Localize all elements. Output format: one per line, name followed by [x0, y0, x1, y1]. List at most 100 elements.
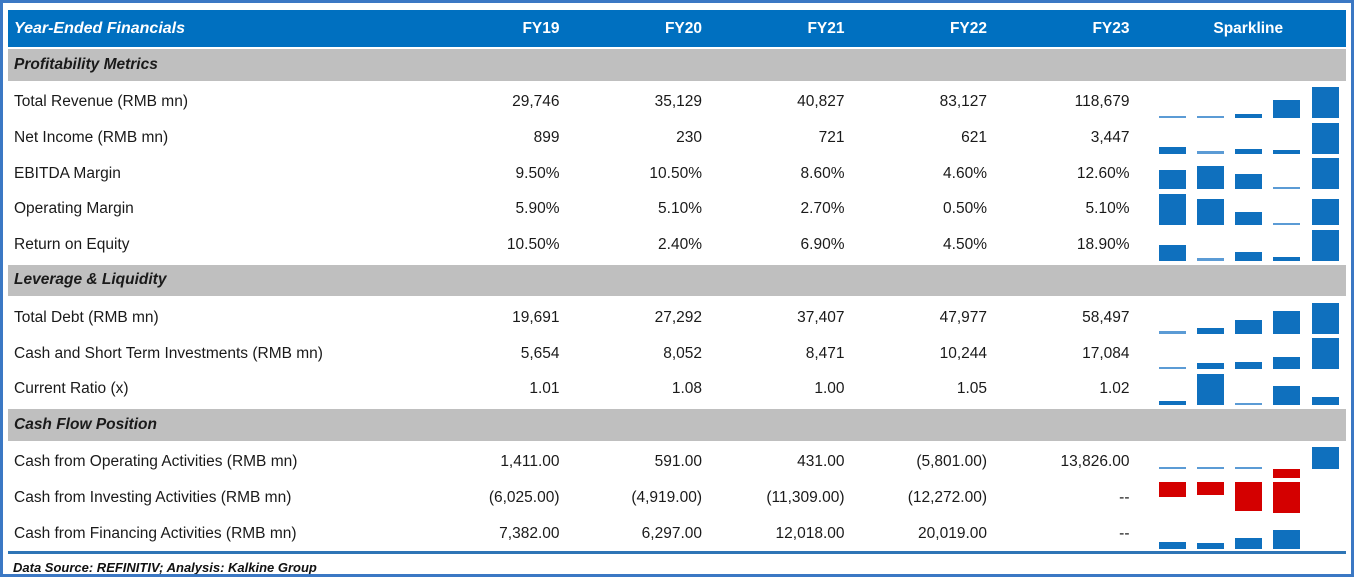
sparkline-cell	[1133, 120, 1347, 156]
cell-value: 899	[533, 128, 560, 146]
sparkline-slot	[1235, 516, 1262, 552]
section-header-0: Profitability Metrics	[8, 49, 1346, 81]
sparkline-bar	[1311, 447, 1339, 469]
row-label: Net Income (RMB mn)	[14, 128, 169, 146]
cell-value: 1.01	[529, 380, 560, 398]
sparkline-cell	[1133, 445, 1347, 481]
sparkline-slot	[1158, 445, 1186, 481]
cell-value: 47,977	[939, 308, 987, 326]
sparkline-bar	[1196, 166, 1224, 190]
cell-value: 5,654	[520, 344, 560, 362]
cell-value: 35,129	[654, 93, 702, 111]
cell-value: 1.00	[814, 380, 845, 398]
sparkline-slot	[1273, 336, 1301, 372]
cell-value: 10.50%	[506, 235, 560, 253]
sparkline-cell	[1133, 156, 1347, 192]
sparkline-slot	[1158, 156, 1186, 192]
sparkline-slot	[1196, 227, 1224, 263]
cell-value: 5.10%	[658, 200, 702, 218]
column-header-fy21: FY21	[807, 19, 845, 37]
table-title: Year-Ended Financials	[14, 19, 186, 37]
sparkline	[1158, 120, 1339, 156]
sparkline-cell	[1133, 336, 1347, 372]
sparkline-slot	[1235, 371, 1262, 407]
table-row: Cash from Operating Activities (RMB mn) 1…	[8, 445, 1346, 481]
sparkline-bar	[1158, 482, 1186, 498]
sparkline-slot	[1158, 480, 1186, 516]
sparkline-bar	[1158, 367, 1186, 370]
sparkline-slot	[1158, 336, 1186, 372]
cell-value: 12.60%	[1076, 164, 1130, 182]
sparkline-slot	[1196, 480, 1224, 516]
sparkline-slot	[1235, 120, 1262, 156]
section-row: Profitability Metrics	[8, 49, 1346, 85]
sparkline	[1158, 336, 1339, 372]
cell-value: --	[1119, 524, 1130, 542]
row-label: Cash from Operating Activities (RMB mn)	[14, 453, 298, 471]
cell-value: 58,497	[1082, 308, 1130, 326]
section-row: Cash Flow Position	[8, 408, 1346, 445]
cell-value: 591.00	[654, 453, 702, 471]
sparkline-cell	[1133, 300, 1347, 336]
sparkline-bar	[1158, 170, 1186, 190]
sparkline-slot	[1311, 227, 1339, 263]
sparkline-slot	[1273, 85, 1301, 121]
sparkline-slot	[1158, 227, 1186, 263]
sparkline-slot	[1273, 191, 1301, 227]
sparkline	[1158, 480, 1339, 516]
column-header-fy23: FY23	[1092, 19, 1130, 37]
sparkline-cell	[1133, 191, 1347, 227]
table-header-row: Year-Ended Financials FY19 FY20 FY21 FY2…	[8, 10, 1346, 47]
sparkline-bar	[1235, 212, 1262, 225]
sparkline-slot	[1273, 120, 1301, 156]
cell-value: 8,052	[663, 344, 702, 362]
cell-value: 6,297.00	[641, 524, 702, 542]
sparkline-bar	[1158, 466, 1186, 469]
sparkline-slot	[1196, 516, 1224, 552]
sparkline-bar	[1273, 256, 1301, 261]
cell-value: 721	[818, 128, 845, 146]
column-header-fy20: FY20	[664, 19, 702, 37]
sparkline	[1158, 227, 1339, 263]
sparkline-bar	[1273, 311, 1301, 334]
row-label: Return on Equity	[14, 235, 130, 253]
cell-value: 20,019.00	[918, 524, 987, 542]
table-row: Cash from Financing Activities (RMB mn) 7…	[8, 516, 1346, 552]
cell-value: 17,084	[1082, 344, 1130, 362]
sparkline-slot	[1196, 85, 1224, 121]
cell-value: 40,827	[797, 93, 845, 111]
sparkline-slot	[1158, 120, 1186, 156]
column-header-fy19: FY19	[522, 19, 560, 37]
sparkline-bar	[1235, 537, 1262, 550]
sparkline-bar	[1196, 327, 1224, 334]
sparkline-bar	[1196, 151, 1224, 154]
sparkline-bar	[1158, 193, 1186, 225]
sparkline-bar	[1196, 198, 1224, 225]
sparkline-slot	[1273, 227, 1301, 263]
cell-value: --	[1119, 488, 1130, 506]
sparkline-slot	[1311, 371, 1339, 407]
cell-value: 1.05	[956, 380, 987, 398]
row-label: Total Revenue (RMB mn)	[14, 93, 189, 111]
cell-value: 8,471	[805, 344, 845, 362]
sparkline-bar	[1273, 482, 1301, 514]
section-row: Leverage & Liquidity	[8, 264, 1346, 301]
sparkline	[1158, 300, 1339, 336]
cell-value: (5,801.00)	[916, 453, 987, 471]
sparkline	[1158, 516, 1339, 552]
sparkline-bar	[1273, 187, 1301, 190]
table-row: Return on Equity 10.50% 2.40% 6.90% 4.50% 18.…	[8, 227, 1346, 263]
sparkline-slot	[1196, 191, 1224, 227]
cell-value: 4.50%	[943, 235, 987, 253]
table-row: Total Debt (RMB mn) 19,691 27,292 37,407 47,…	[8, 300, 1346, 336]
sparkline-slot	[1311, 120, 1339, 156]
sparkline-bar	[1311, 302, 1339, 334]
sparkline-bar	[1311, 229, 1339, 261]
sparkline-cell	[1133, 85, 1347, 121]
cell-value: 13,826.00	[1060, 453, 1130, 471]
sparkline-bar	[1273, 356, 1301, 370]
sparkline-bar	[1311, 397, 1339, 405]
cell-value: 83,127	[939, 93, 987, 111]
cell-value: 37,407	[797, 308, 845, 326]
sparkline-bar	[1158, 115, 1186, 119]
